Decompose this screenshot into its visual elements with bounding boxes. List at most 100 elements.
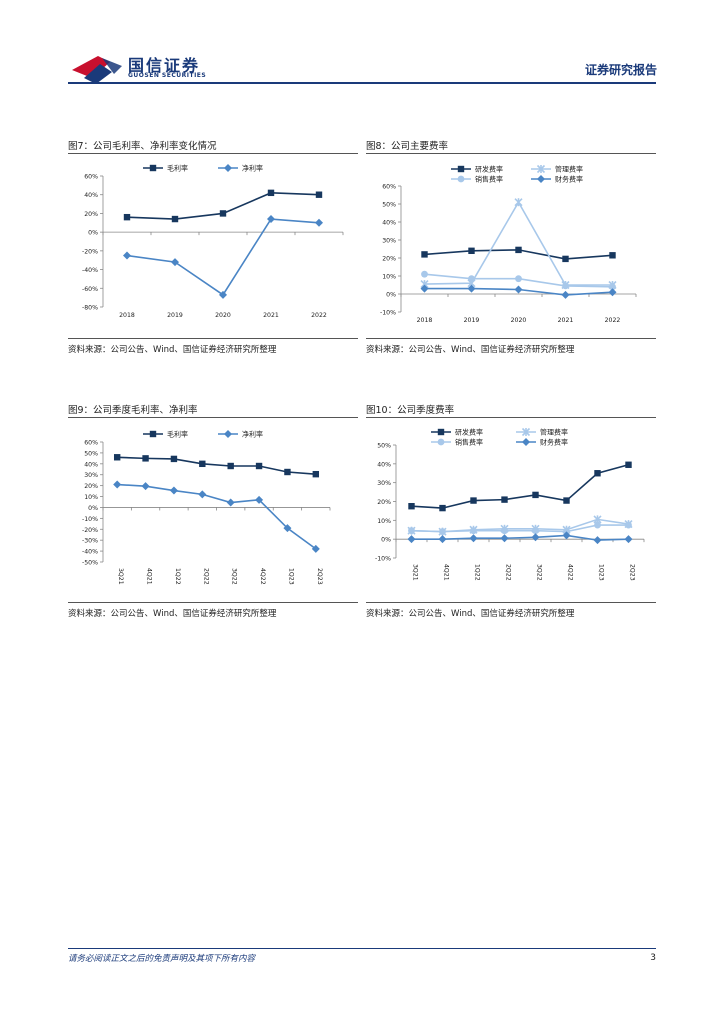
legend-marker <box>522 438 530 446</box>
legend-label: 财务费率 <box>555 175 583 184</box>
data-point <box>169 486 178 495</box>
chart-svg: -10% 0% 10% 20% 30% 40% 50% 3Q21 4Q21 1Q22 2Q22 3Q2… <box>375 428 645 581</box>
data-point <box>226 498 235 507</box>
y-tick-label: 50% <box>382 202 396 209</box>
legend-marker <box>224 430 232 438</box>
x-tick-label: 1Q23 <box>287 568 294 585</box>
y-tick-label: 20% <box>377 499 391 506</box>
y-tick-label: 40% <box>382 220 396 227</box>
data-point <box>227 462 234 470</box>
legend-marker <box>536 164 546 174</box>
series-0 <box>408 461 632 512</box>
y-tick-label: -10% <box>82 516 98 523</box>
series-line <box>411 534 629 541</box>
chart-source-fig10: 资料来源：公司公告、Wind、国信证券经济研究所整理 <box>366 609 575 619</box>
chart-source-rule <box>68 602 358 603</box>
legend-marker <box>437 438 445 446</box>
y-tick-label: 50% <box>377 443 391 450</box>
data-point <box>267 215 275 224</box>
x-tick-label: 2022 <box>311 312 327 319</box>
data-point <box>199 460 206 468</box>
chart-expense-ratios-annual: -10% 0% 10% 20% 30% 40% 50% 60% 2018 2019 2020 2021… <box>366 156 656 336</box>
data-point <box>219 290 227 299</box>
legend-item: 研发费率 <box>431 428 483 437</box>
data-point <box>142 455 149 462</box>
data-point <box>141 482 150 491</box>
y-tick-label: 0% <box>381 537 391 544</box>
data-point <box>267 189 275 197</box>
legend-label: 销售费率 <box>475 175 503 184</box>
legend-marker <box>149 164 157 172</box>
brand-name-en: GUOSEN SECURITIES <box>128 72 207 79</box>
chart-svg: -50% -40% -30% -20% -10% 0% 10% 20% 30% 40% 50% 60%… <box>82 430 331 585</box>
y-tick-label: 30% <box>84 472 98 479</box>
series-line <box>411 464 629 509</box>
series-line <box>117 483 317 550</box>
legend-item: 净利率 <box>218 164 263 173</box>
legend-item: 研发费率 <box>451 165 503 174</box>
data-point <box>562 531 571 540</box>
data-point <box>563 497 570 504</box>
chart-source-rule <box>366 338 656 339</box>
data-point <box>315 191 323 198</box>
chart-source-fig7: 资料来源：公司公告、Wind、国信证券经济研究所整理 <box>68 345 277 355</box>
y-tick-label: 60% <box>84 174 98 181</box>
x-tick-label: 2020 <box>511 317 527 324</box>
legend-label: 研发费率 <box>455 428 483 437</box>
data-point <box>421 270 428 278</box>
chart-source-fig8: 资料来源：公司公告、Wind、国信证券经济研究所整理 <box>366 345 575 355</box>
y-tick-label: 40% <box>84 192 98 199</box>
data-point <box>123 213 131 221</box>
series-2 <box>408 521 632 536</box>
y-tick-label: -50% <box>82 560 98 567</box>
data-point <box>113 480 122 489</box>
data-point <box>467 284 476 293</box>
data-point <box>515 246 522 254</box>
legend-label: 研发费率 <box>475 165 503 174</box>
y-tick-label: 50% <box>84 450 98 457</box>
data-point <box>468 275 475 283</box>
data-point <box>284 468 291 476</box>
legend-marker <box>437 428 445 436</box>
legend-item: 财务费率 <box>531 175 583 184</box>
legend-marker <box>537 175 545 183</box>
legend-item: 销售费率 <box>431 438 483 447</box>
data-point <box>609 252 616 259</box>
x-tick-label: 2022 <box>605 317 621 324</box>
series-2 <box>421 270 616 291</box>
series-0 <box>123 189 323 223</box>
x-tick-label: 3Q21 <box>117 568 124 585</box>
x-tick-label: 2Q22 <box>505 564 512 581</box>
legend-label: 毛利率 <box>167 430 188 439</box>
y-tick-label: 60% <box>84 440 98 447</box>
x-tick-label: 4Q22 <box>259 568 266 585</box>
y-tick-label: -30% <box>82 538 98 545</box>
data-point <box>624 535 633 544</box>
x-tick-label: 3Q22 <box>536 564 543 581</box>
x-tick-label: 2021 <box>263 312 279 319</box>
legend-label: 净利率 <box>242 430 263 439</box>
x-tick-label: 2018 <box>119 312 135 319</box>
x-tick-label: 1Q22 <box>174 568 181 585</box>
legend-label: 管理费率 <box>540 428 568 437</box>
y-tick-label: -10% <box>375 556 391 563</box>
x-tick-label: 2020 <box>215 312 231 319</box>
legend-label: 毛利率 <box>167 164 188 173</box>
y-tick-label: -40% <box>82 549 98 556</box>
y-tick-label: 20% <box>382 256 396 263</box>
series-line <box>126 218 320 296</box>
legend-marker <box>149 430 157 438</box>
data-point <box>198 490 207 499</box>
y-tick-label: 0% <box>88 230 98 237</box>
legend-label: 销售费率 <box>455 438 483 447</box>
series-0 <box>113 454 320 478</box>
page-header: 国信证券 GUOSEN SECURITIES 证券研究报告 <box>0 0 724 90</box>
y-tick-label: -20% <box>82 527 98 534</box>
data-point <box>170 455 178 463</box>
data-point <box>531 533 540 542</box>
guosen-logo-icon <box>72 56 122 84</box>
chart-gross-net-margin-quarterly: -50% -40% -30% -20% -10% 0% 10% 20% 30% 40% 50% 60%… <box>68 420 358 600</box>
legend-item: 毛利率 <box>143 164 188 173</box>
y-tick-label: 20% <box>84 483 98 490</box>
y-tick-label: 20% <box>84 211 98 218</box>
